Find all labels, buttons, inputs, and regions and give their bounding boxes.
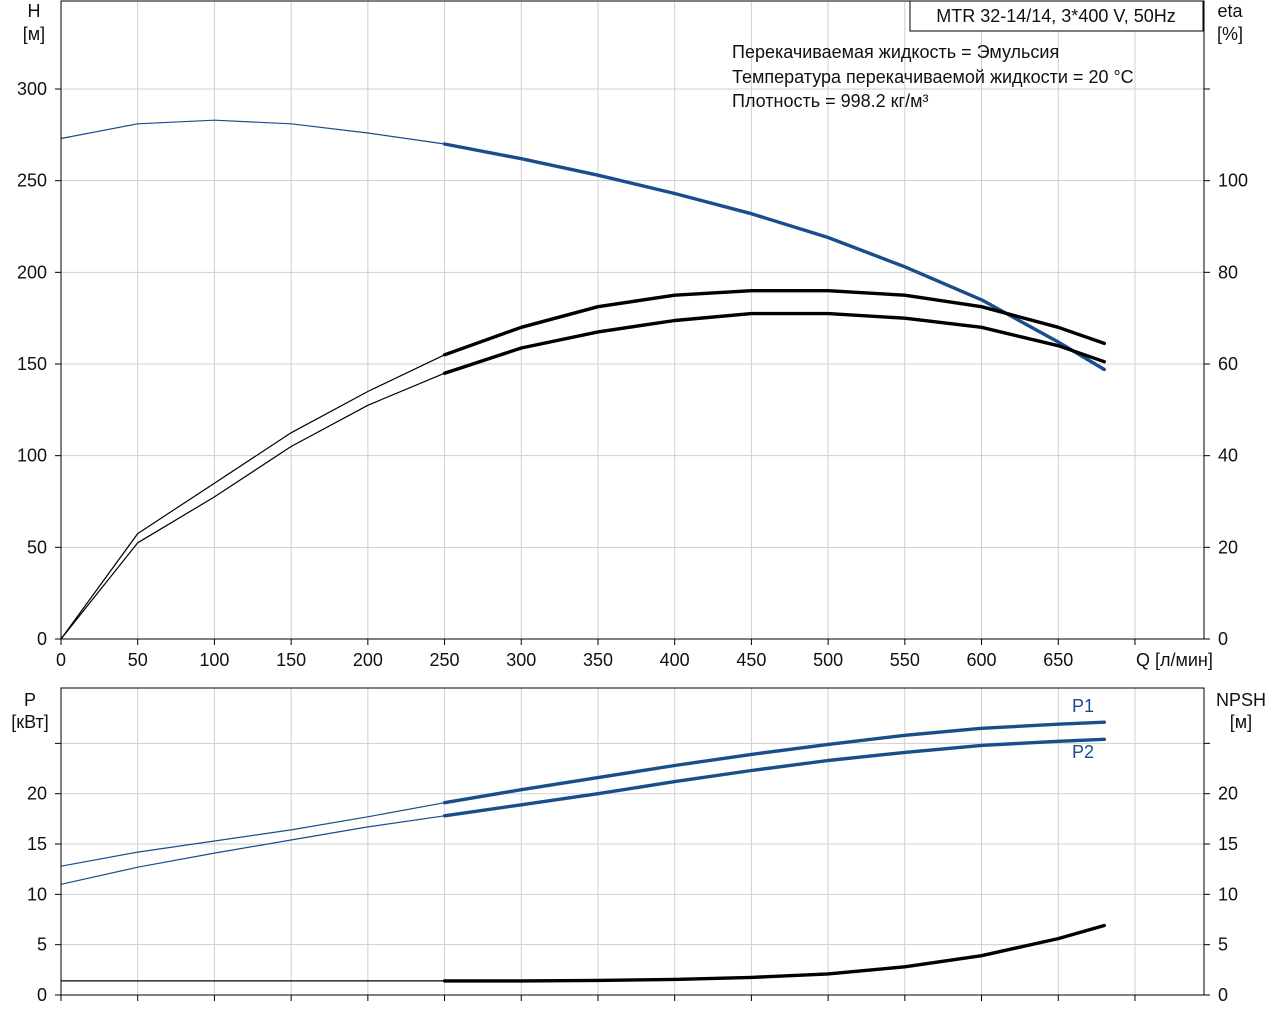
flow-tick-label: 550	[890, 650, 920, 670]
head-right-tick-label: 20	[1218, 537, 1238, 557]
flow-tick-label: 650	[1043, 650, 1073, 670]
npsh-operating-range	[442, 923, 1106, 983]
flow-tick-label: 150	[276, 650, 306, 670]
head-left-tick-label: 200	[17, 262, 47, 282]
efficiency-axis-unit: [%]	[1217, 24, 1243, 44]
p2-curve	[60, 738, 1105, 885]
annotation-temperature: Температура перекачиваемой жидкости = 20…	[732, 67, 1134, 87]
head-left-tick-label: 0	[37, 629, 47, 649]
power-axis-label: P	[24, 690, 36, 710]
annotation-liquid: Перекачиваемая жидкость = Эмульсия	[732, 42, 1059, 62]
efficiency-lower-curve	[60, 313, 1105, 640]
power-left-tick-label: 0	[37, 985, 47, 1005]
power-left-tick-label: 15	[27, 834, 47, 854]
head-right-tick-label: 100	[1218, 171, 1248, 191]
head-grid	[61, 1, 1204, 639]
power-right-tick-label: 0	[1218, 985, 1228, 1005]
head-axis-ticks: 0 50 100 150 200 250 300 0 20 40 60 80 100 0 50 100 150 2…	[17, 79, 1248, 670]
model-title-box	[909, 0, 1204, 32]
p2-curve-label: P2	[1072, 742, 1094, 762]
flow-tick-label: 100	[199, 650, 229, 670]
flow-tick-label: 250	[430, 650, 460, 670]
flow-tick-label: 450	[736, 650, 766, 670]
model-title: MTR 32-14/14, 3*400 V, 50Hz	[936, 6, 1175, 26]
p2-operating-range	[442, 737, 1106, 818]
head-axis-unit: [м]	[23, 24, 45, 44]
flow-tick-label: 500	[813, 650, 843, 670]
head-efficiency-curves	[60, 119, 1106, 640]
efficiency-axis-label: eta	[1217, 1, 1243, 21]
efficiency-upper-curve	[60, 290, 1105, 640]
npsh-axis-unit: [м]	[1230, 712, 1252, 732]
power-axis-unit: [кВт]	[11, 712, 49, 732]
power-right-tick-label: 10	[1218, 884, 1238, 904]
flow-tick-label: 200	[353, 650, 383, 670]
npsh-curve	[61, 924, 1105, 982]
flow-tick-label: 300	[506, 650, 536, 670]
flow-tick-label: 350	[583, 650, 613, 670]
flow-tick-label: 50	[128, 650, 148, 670]
head-curve	[60, 119, 1105, 371]
head-operating-range	[442, 142, 1106, 372]
head-left-tick-label: 300	[17, 79, 47, 99]
head-right-tick-label: 0	[1218, 629, 1228, 649]
power-left-tick-label: 20	[27, 784, 47, 804]
power-npsh-curves	[60, 720, 1106, 983]
power-right-tick-label: 15	[1218, 834, 1238, 854]
head-right-tick-label: 60	[1218, 354, 1238, 374]
power-plot-frame	[60, 687, 1205, 996]
power-left-tick-label: 10	[27, 884, 47, 904]
efficiency-lower-operating-range	[442, 311, 1106, 375]
p1-curve-label: P1	[1072, 696, 1094, 716]
flow-tick-label: 0	[56, 650, 66, 670]
efficiency-upper-operating-range	[442, 289, 1106, 357]
annotation-density: Плотность = 998.2 кг/м³	[732, 91, 928, 111]
head-right-tick-label: 40	[1218, 446, 1238, 466]
head-efficiency-panel: 0 50 100 150 200 250 300 0 20 40 60 80 100 0 50 100 150 2…	[17, 0, 1248, 670]
power-npsh-panel: 0 5 10 15 20 0 5 10 15 20 P [кВт] NPSH [м] P1 P2	[11, 687, 1266, 1005]
npsh-axis-label: NPSH	[1216, 690, 1266, 710]
flow-tick-label: 600	[967, 650, 997, 670]
head-left-tick-label: 50	[27, 537, 47, 557]
head-left-tick-label: 250	[17, 171, 47, 191]
power-left-tick-label: 5	[37, 935, 47, 955]
head-axis-label: H	[28, 1, 41, 21]
power-grid	[61, 688, 1204, 995]
flow-tick-label: 400	[660, 650, 690, 670]
power-right-tick-label: 20	[1218, 784, 1238, 804]
power-right-tick-label: 5	[1218, 935, 1228, 955]
power-axis-ticks: 0 5 10 15 20 0 5 10 15 20	[27, 742, 1238, 1005]
flow-axis-label: Q [л/мин]	[1136, 650, 1213, 670]
head-left-tick-label: 150	[17, 354, 47, 374]
head-left-tick-label: 100	[17, 446, 47, 466]
head-right-tick-label: 80	[1218, 262, 1238, 282]
p1-operating-range	[442, 720, 1106, 805]
head-plot-frame	[60, 0, 1205, 640]
